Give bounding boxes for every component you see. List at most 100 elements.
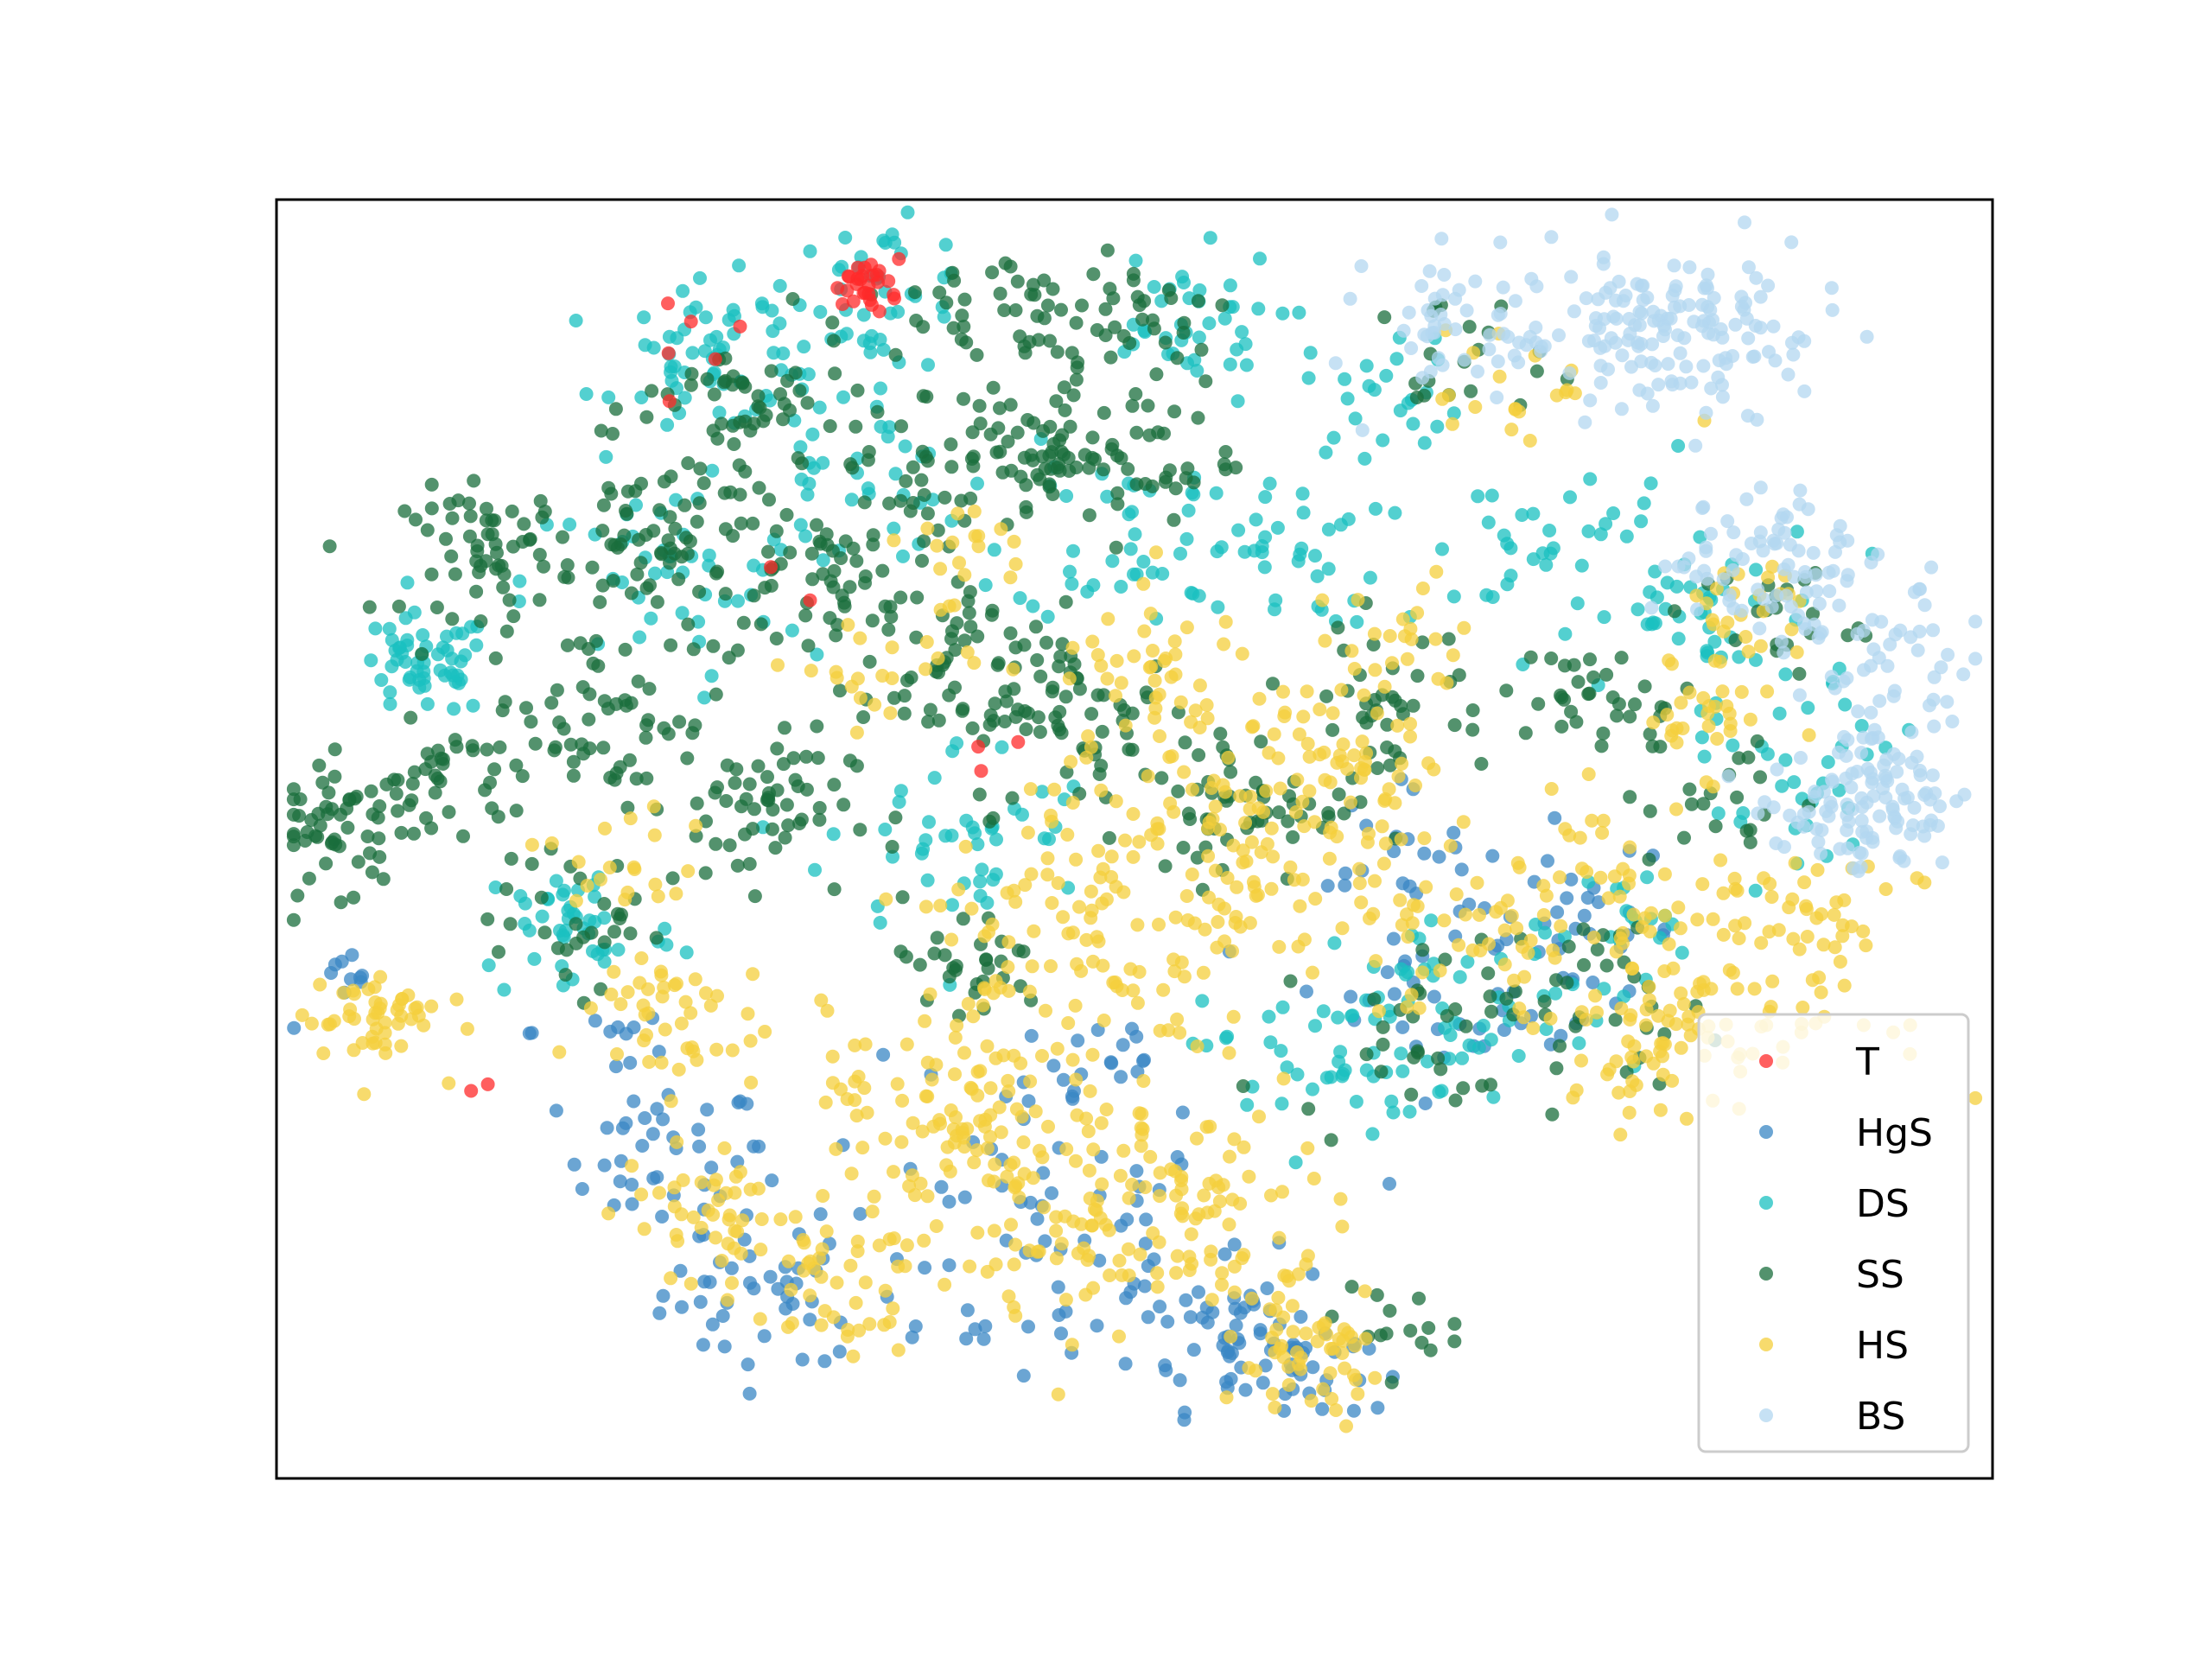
point-hs bbox=[952, 556, 966, 570]
point-ds bbox=[1327, 936, 1342, 950]
point-hgs bbox=[1120, 1212, 1135, 1227]
point-hs bbox=[1517, 969, 1532, 984]
point-hs bbox=[1722, 706, 1737, 721]
point-ss bbox=[810, 751, 825, 766]
point-ss bbox=[997, 715, 1012, 728]
point-hs bbox=[1202, 1176, 1217, 1191]
point-hs bbox=[1675, 721, 1690, 735]
point-ds bbox=[1280, 1060, 1294, 1075]
point-hs bbox=[1072, 899, 1086, 914]
point-ss bbox=[397, 504, 412, 518]
point-hs bbox=[1188, 703, 1203, 718]
point-hs bbox=[1323, 1366, 1338, 1381]
point-bs bbox=[1923, 698, 1936, 713]
point-ds bbox=[987, 543, 1001, 557]
point-hs bbox=[1135, 1122, 1150, 1136]
point-hs bbox=[983, 1129, 997, 1144]
point-ss bbox=[921, 715, 936, 729]
point-bs bbox=[1415, 371, 1430, 385]
point-hgs bbox=[600, 1121, 614, 1135]
point-bs bbox=[1815, 625, 1829, 639]
point-ds bbox=[1195, 994, 1210, 1008]
point-hs bbox=[394, 1039, 409, 1053]
point-ds bbox=[838, 231, 853, 245]
point-hs bbox=[1179, 889, 1194, 903]
point-hgs bbox=[1380, 965, 1395, 980]
point-hgs bbox=[588, 1014, 602, 1028]
point-bs bbox=[1876, 781, 1891, 796]
point-ss bbox=[878, 599, 893, 613]
point-ss bbox=[1637, 679, 1652, 694]
point-ss bbox=[1376, 1037, 1390, 1052]
point-bs bbox=[1897, 854, 1911, 868]
point-ss bbox=[721, 651, 736, 665]
point-ss bbox=[595, 524, 610, 538]
point-hs bbox=[1415, 965, 1430, 980]
point-bs bbox=[1343, 291, 1357, 306]
point-hs bbox=[1336, 737, 1351, 752]
point-hs bbox=[1600, 1067, 1615, 1082]
point-ss bbox=[1176, 841, 1191, 855]
point-hs bbox=[678, 995, 693, 1009]
point-hs bbox=[1968, 1090, 1983, 1105]
point-ss bbox=[563, 737, 578, 752]
point-hs bbox=[632, 976, 647, 990]
point-hs bbox=[1295, 794, 1310, 809]
point-hs bbox=[1738, 630, 1753, 644]
point-hs bbox=[1148, 690, 1163, 705]
point-ss bbox=[1366, 638, 1381, 652]
point-ss bbox=[1046, 680, 1060, 695]
point-hgs bbox=[1320, 879, 1335, 893]
point-hs bbox=[1236, 1140, 1251, 1154]
point-hs bbox=[1351, 593, 1365, 607]
point-ss bbox=[650, 594, 664, 609]
point-t bbox=[733, 319, 747, 334]
point-hs bbox=[1283, 860, 1298, 874]
point-hs bbox=[1207, 1204, 1222, 1218]
point-ss bbox=[1462, 320, 1477, 334]
point-ds bbox=[398, 611, 413, 626]
point-hgs bbox=[813, 1207, 828, 1222]
point-ss bbox=[1272, 805, 1287, 820]
point-hs bbox=[1827, 940, 1842, 955]
point-hs bbox=[1796, 1001, 1810, 1014]
point-hs bbox=[1007, 1155, 1021, 1170]
point-hs bbox=[1716, 927, 1731, 942]
point-hs bbox=[1574, 1053, 1588, 1068]
point-ss bbox=[881, 622, 896, 637]
point-hs bbox=[1152, 1235, 1166, 1249]
point-hs bbox=[1153, 1189, 1167, 1204]
point-ds bbox=[518, 917, 532, 931]
point-hs bbox=[369, 1021, 384, 1036]
point-ss bbox=[462, 496, 476, 511]
point-hs bbox=[1161, 1023, 1176, 1038]
legend-label-ds: DS bbox=[1856, 1182, 1910, 1226]
point-ss bbox=[407, 765, 422, 779]
point-bs bbox=[1699, 543, 1713, 558]
point-hs bbox=[1723, 724, 1738, 738]
point-hs bbox=[1412, 1001, 1427, 1015]
point-hgs bbox=[1023, 1195, 1038, 1210]
point-hs bbox=[814, 993, 829, 1007]
point-ss bbox=[690, 514, 704, 529]
point-ss bbox=[718, 351, 733, 365]
point-ss bbox=[379, 777, 394, 791]
point-ds bbox=[685, 346, 700, 360]
point-hgs bbox=[691, 1122, 706, 1137]
point-hs bbox=[602, 861, 617, 874]
point-ds bbox=[1100, 489, 1115, 504]
point-hgs bbox=[522, 1026, 537, 1040]
point-hs bbox=[1170, 1249, 1185, 1263]
point-bs bbox=[1833, 518, 1847, 533]
point-hs bbox=[367, 980, 382, 995]
point-hs bbox=[987, 1174, 1001, 1189]
point-hgs bbox=[1065, 1091, 1080, 1106]
point-hs bbox=[1276, 684, 1290, 699]
point-bs bbox=[1681, 551, 1696, 566]
point-ds bbox=[1059, 489, 1074, 503]
point-hs bbox=[1220, 871, 1235, 885]
point-hs bbox=[544, 836, 559, 850]
point-bs bbox=[1609, 293, 1623, 308]
point-ds bbox=[1268, 602, 1281, 617]
point-ss bbox=[286, 782, 301, 797]
